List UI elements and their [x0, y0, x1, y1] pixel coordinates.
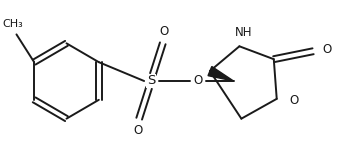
Text: O: O: [159, 25, 169, 38]
Text: O: O: [290, 94, 299, 107]
Text: NH: NH: [235, 26, 252, 39]
Text: O: O: [134, 124, 143, 137]
Text: CH₃: CH₃: [2, 19, 23, 29]
Text: S: S: [147, 75, 155, 87]
Text: O: O: [193, 75, 203, 87]
Text: O: O: [322, 43, 331, 56]
Polygon shape: [208, 66, 233, 81]
